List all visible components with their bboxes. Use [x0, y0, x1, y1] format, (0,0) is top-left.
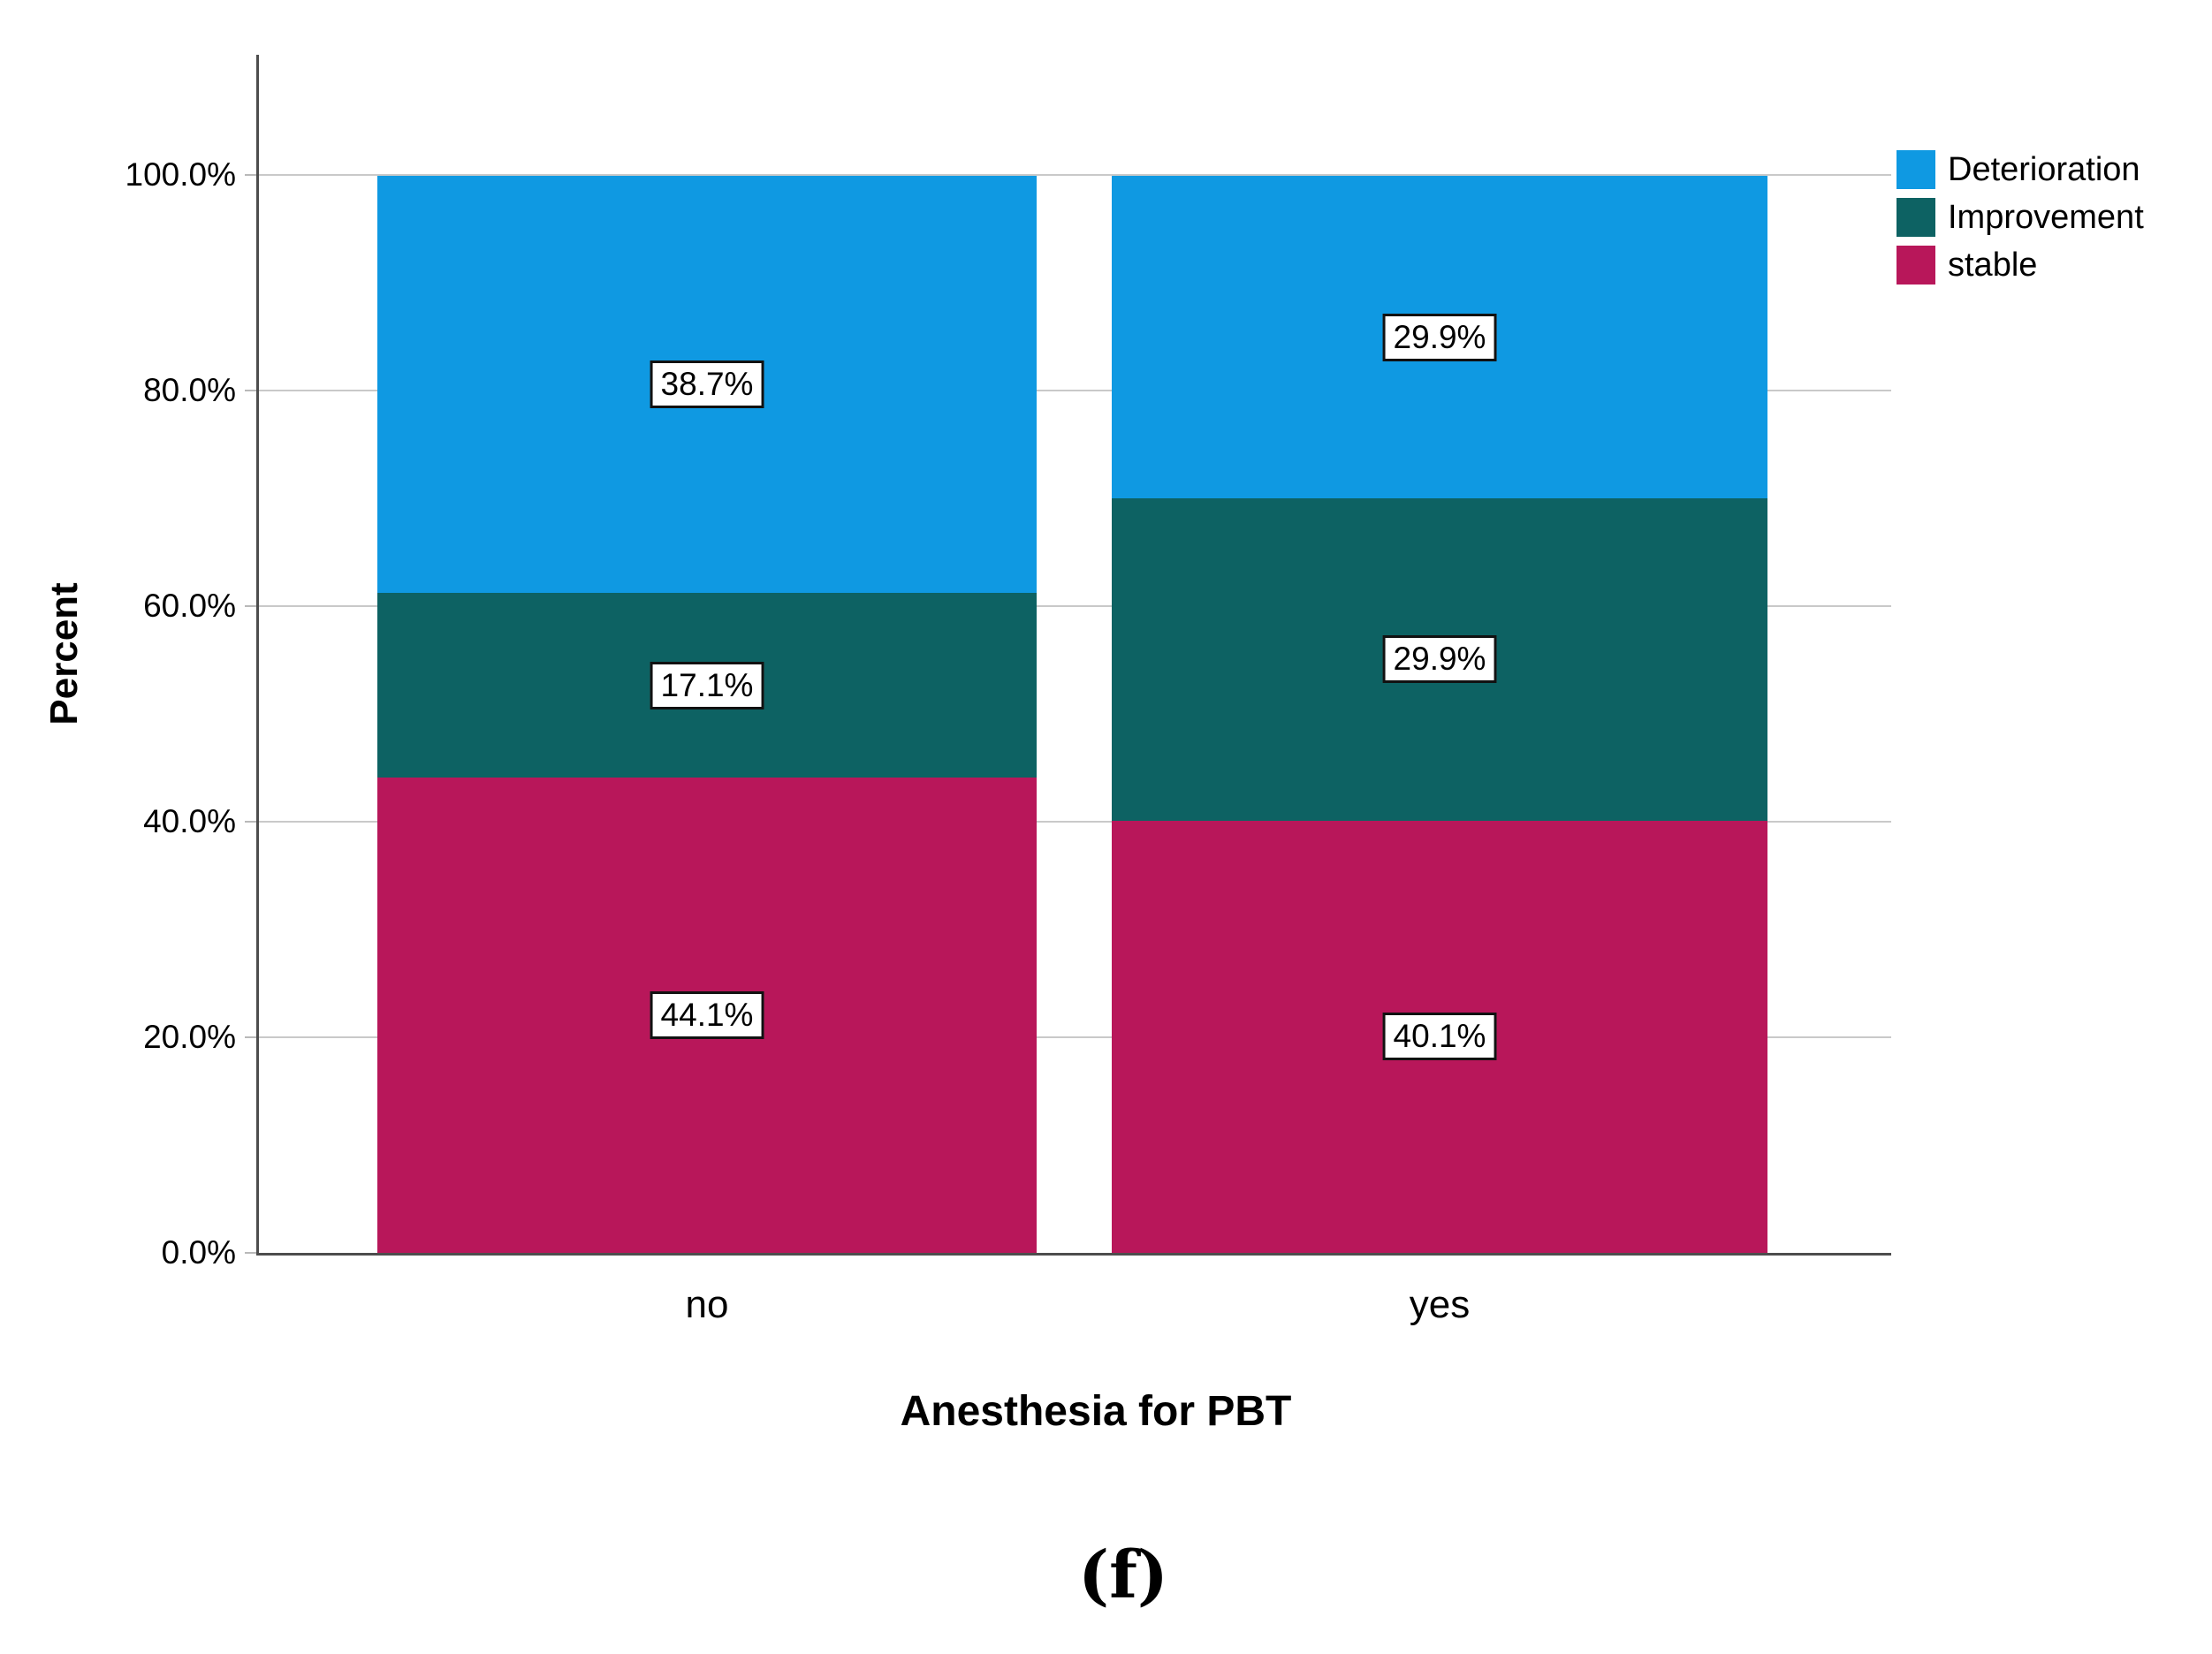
- y-tick-label: 0.0%: [161, 1234, 236, 1271]
- x-category-label: yes: [1409, 1283, 1471, 1326]
- legend-label: Deterioration: [1948, 151, 2140, 188]
- segment-value-label: 17.1%: [650, 661, 764, 709]
- y-tick-label: 80.0%: [143, 372, 236, 408]
- y-tick: [245, 390, 259, 391]
- legend-entry-improvement: Improvement: [1897, 198, 2144, 237]
- y-axis-line: [256, 55, 259, 1253]
- y-tick: [245, 174, 259, 176]
- y-tick-label: 100.0%: [125, 156, 237, 193]
- legend-entry-stable: stable: [1897, 246, 2144, 285]
- legend-swatch: [1897, 198, 1935, 237]
- y-tick-label: 60.0%: [143, 588, 236, 624]
- x-axis-title: Anesthesia for PBT: [900, 1388, 1292, 1435]
- gridline: [259, 390, 1891, 391]
- gridline: [259, 174, 1891, 176]
- gridline: [259, 821, 1891, 823]
- gridline: [259, 1036, 1891, 1038]
- gridline: [259, 605, 1891, 607]
- legend-label: Improvement: [1948, 199, 2144, 236]
- legend-entry-deterioration: Deterioration: [1897, 150, 2144, 189]
- legend-label: stable: [1948, 247, 2038, 284]
- y-tick: [245, 605, 259, 607]
- segment-value-label: 38.7%: [650, 360, 764, 409]
- y-tick-label: 40.0%: [143, 803, 236, 839]
- legend-swatch: [1897, 150, 1935, 189]
- y-tick: [245, 1252, 259, 1254]
- y-tick: [245, 821, 259, 823]
- legend: Deterioration Improvement stable: [1897, 150, 2144, 285]
- y-tick-label: 20.0%: [143, 1019, 236, 1055]
- figure-caption: (f): [1078, 1537, 1168, 1613]
- y-tick: [245, 1036, 259, 1038]
- x-category-label: no: [685, 1283, 729, 1326]
- y-axis-title: Percent: [42, 582, 86, 725]
- x-axis-line: [256, 1253, 1891, 1256]
- legend-swatch: [1897, 246, 1935, 285]
- segment-value-label: 29.9%: [1382, 635, 1497, 684]
- segment-value-label: 40.1%: [1382, 1013, 1497, 1061]
- segment-value-label: 44.1%: [650, 990, 764, 1039]
- segment-value-label: 29.9%: [1382, 313, 1497, 361]
